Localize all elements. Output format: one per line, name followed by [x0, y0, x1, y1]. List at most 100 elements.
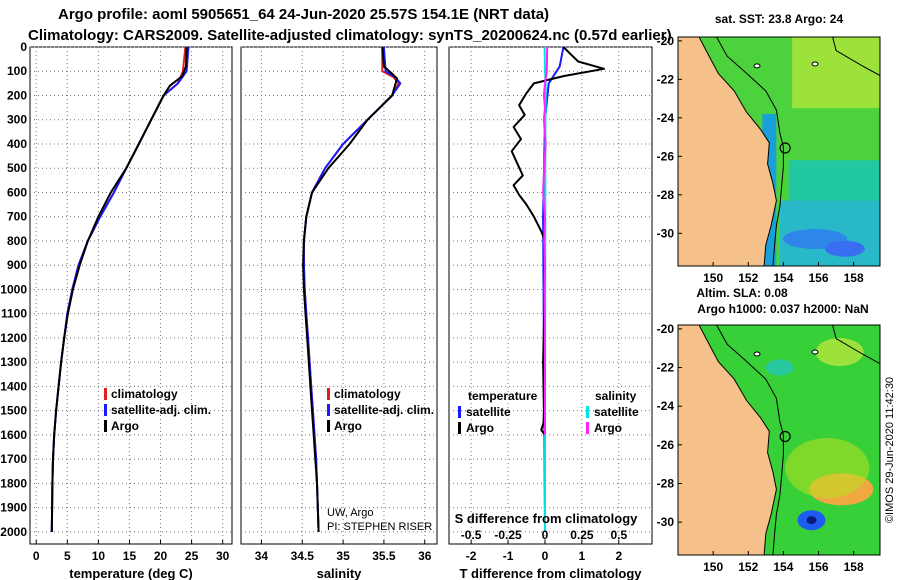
sla-low	[765, 359, 794, 376]
legend-swatch	[586, 406, 589, 418]
map-x-tick-label: 150	[703, 271, 723, 285]
y-tick-label: 800	[7, 234, 27, 248]
y-tick-label: 1400	[0, 379, 27, 393]
legend-title-salinity: salinity	[595, 389, 637, 403]
map-y-tick-label: -20	[657, 34, 675, 48]
plot-frame	[240, 46, 438, 545]
map-y-tick-label: -26	[657, 149, 675, 163]
x-axis-label: T difference from climatology	[459, 566, 642, 580]
map-y-tick-label: -24	[657, 399, 675, 413]
map-y-tick-label: -28	[657, 188, 675, 202]
x-tick-label: 5	[64, 549, 71, 563]
legend-label: satellite	[594, 405, 639, 419]
sla-low-core	[806, 516, 817, 525]
map-y-tick-label: -28	[657, 476, 675, 490]
legend-swatch	[104, 420, 107, 432]
map-y-tick-label: -20	[657, 322, 675, 336]
legend-label: Argo	[594, 421, 622, 435]
isobath-contour	[832, 37, 880, 76]
map-x-tick-label: 154	[773, 271, 793, 285]
profile-location-marker	[779, 430, 791, 443]
map-x-tick-label: 156	[809, 560, 829, 574]
series-line-t-argo	[510, 46, 605, 436]
x-tick-label: 0	[33, 549, 40, 563]
x-tick-label: 25	[185, 549, 199, 563]
isobath-contour	[832, 325, 880, 365]
y-tick-label: 1300	[0, 355, 27, 369]
panel-salinity: 34 34.5 35 35.5 36 salinity climatology satelli…	[240, 46, 438, 580]
map-x-tick-label: 158	[844, 271, 864, 285]
top-tick-label: 0.25	[570, 528, 594, 542]
map-x-tick-label: 150	[703, 560, 723, 574]
sst-map: -20 -22 -24 -26 -28 -30 150 152 154 156 158 sat. SS…	[657, 12, 881, 285]
legend-label: satellite	[466, 405, 511, 419]
x-tick-label: 1	[579, 549, 586, 563]
x-tick-label: -2	[466, 549, 477, 563]
legend-title-temperature: temperature	[468, 389, 538, 403]
x-tick-label: -1	[503, 549, 514, 563]
copyright-stamp: ©IMOS 29-Jun-2020 11:42:30	[884, 377, 896, 523]
plot-frame	[29, 46, 233, 545]
map-x-tick-label: 152	[738, 271, 758, 285]
credit-text: UW, Argo	[327, 507, 373, 519]
x-axis-label: temperature (deg C)	[69, 566, 193, 580]
series-line-s-argo	[542, 46, 549, 435]
profile-location-marker	[779, 142, 791, 154]
island	[753, 351, 761, 357]
map-x-tick-label: 156	[809, 271, 829, 285]
isobath-contour	[716, 325, 784, 555]
y-tick-label: 1600	[0, 428, 27, 442]
x-tick-label: 15	[123, 549, 137, 563]
warm-patch	[792, 37, 880, 109]
isobath-contour	[716, 37, 784, 266]
cool-patch	[788, 160, 880, 201]
series-line-argo	[302, 46, 398, 532]
map-subtitle: Argo h1000: 0.037 h2000: NaN	[697, 302, 868, 316]
x-tick-label: 20	[154, 549, 168, 563]
legend-label: Argo	[111, 419, 139, 433]
top-tick-label: -0.5	[461, 528, 482, 542]
x-tick-label: 35.5	[372, 549, 396, 563]
island	[811, 61, 819, 67]
map-x-tick-label: 158	[844, 560, 864, 574]
y-tick-label: 200	[7, 88, 27, 102]
x-tick-label: 34	[255, 549, 269, 563]
x-tick-label: 0	[542, 549, 549, 563]
panel-difference: -2 -1 0 1 2 T difference from climatology temp…	[448, 46, 653, 580]
legend-swatch	[458, 422, 461, 434]
y-tick-label: 2000	[0, 525, 27, 539]
y-tick-label: 1700	[0, 452, 27, 466]
y-tick-label: 400	[7, 137, 27, 151]
legend-swatch	[327, 420, 330, 432]
top-tick-label: -0.25	[494, 528, 522, 542]
x-tick-label: 36	[418, 549, 432, 563]
x-tick-label: 30	[216, 549, 230, 563]
y-tick-label: 1200	[0, 331, 27, 345]
map-y-tick-label: -30	[657, 515, 675, 529]
legend-swatch	[327, 388, 330, 400]
map-frame	[677, 324, 881, 556]
legend-label: Argo	[334, 419, 362, 433]
y-tick-label: 600	[7, 185, 27, 199]
map-title: Altim. SLA: 0.08	[696, 286, 788, 300]
panel-temperature: 0 5 10 15 20 25 300100200300400500600700800900…	[0, 40, 233, 580]
y-tick-label: 1000	[0, 282, 27, 296]
altimetry-map: -20 -22 -24 -26 -28 -30 150 152 154 156 158 Altim. …	[657, 286, 881, 574]
y-tick-label: 100	[7, 64, 27, 78]
plot-frame	[448, 46, 653, 545]
legend-label: climatology	[111, 387, 178, 401]
x-tick-label: 34.5	[291, 549, 315, 563]
legend-swatch	[458, 406, 461, 418]
map-y-tick-label: -22	[657, 72, 675, 86]
map-field	[678, 325, 880, 555]
map-y-tick-label: -22	[657, 361, 675, 375]
island	[753, 63, 761, 69]
top-axis-label: S difference from climatology	[455, 511, 639, 526]
legend-swatch	[104, 388, 107, 400]
y-tick-label: 900	[7, 258, 27, 272]
x-tick-label: 35	[336, 549, 350, 563]
legend-label: satellite-adj. clim.	[334, 403, 434, 417]
y-tick-label: 1800	[0, 476, 27, 490]
map-title: sat. SST: 23.8 Argo: 24	[715, 12, 844, 26]
